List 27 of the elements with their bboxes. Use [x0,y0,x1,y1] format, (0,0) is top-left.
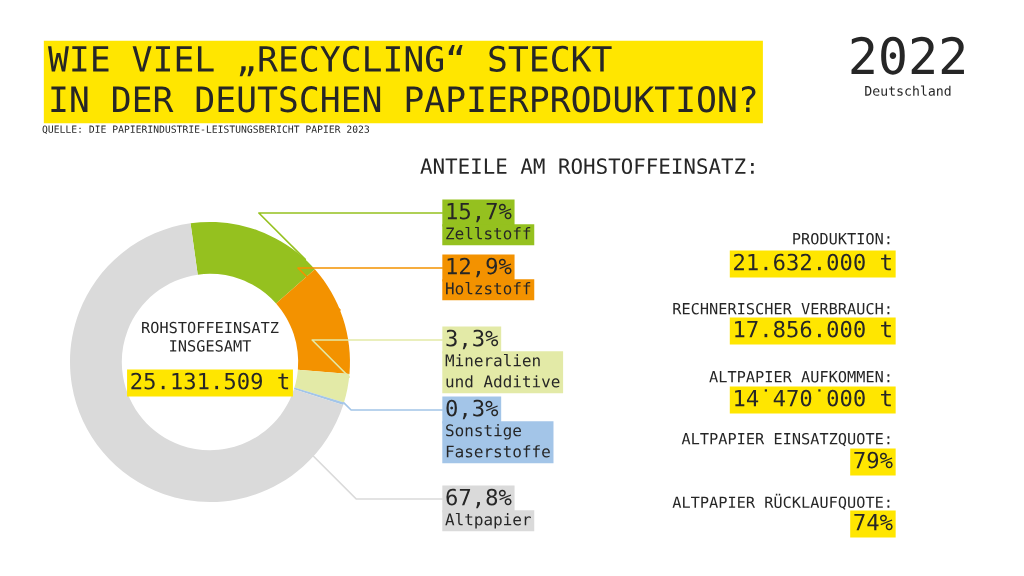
text: PRODUKTION: [793,232,890,245]
text: ANTEILE AM ROHSTOFFEINSATZ: [420,158,754,175]
text: 74% [854,513,893,531]
text: 25.131.509 t [131,372,289,390]
text: ALTPAPIER AUFKOMMEN: [709,370,890,383]
text: Deutschland [865,85,951,96]
source-note: QUELLE: DIE PAPIERINDUSTRIE-LEISTUNGSBERICHT PAPIER 2023 [42,125,370,134]
text: 21.632.000 t [734,253,891,271]
data-label: 3,3% [446,329,499,350]
legend-label: Sonstige Faserstoffe [446,424,550,458]
legend-label: Mineralien und Additive [445,354,560,388]
text: RECHNERISCHER VERBRAUCH: [673,302,890,315]
legend-label: Altpapier [445,513,531,529]
text: 17.856.000 t [735,320,891,338]
data-label: 15,7% [447,202,512,223]
text: 14˙470˙000 t [735,389,891,407]
data-label: 0,3% [446,399,499,420]
legend-label: Holzstoff [446,282,531,295]
text: 79% [854,451,893,469]
text: ALTPAPIER RÜCKLAUFQUOTE: [672,493,890,510]
text: 2022 [851,36,964,75]
text: ROHSTOFFEINSATZ INSGESAMT [142,321,279,352]
data-label: 67,8% [446,488,512,509]
legend-label: Zellstoff [446,227,531,240]
text: ALTPAPIER EINSATZQUOTE: [681,432,890,447]
data-label: 12,9% [447,257,512,278]
chart-title: WIE VIEL „RECYCLING“ STECKT IN DER DEUTSCHEN PAPIERPRODUKTION? [48,45,756,113]
